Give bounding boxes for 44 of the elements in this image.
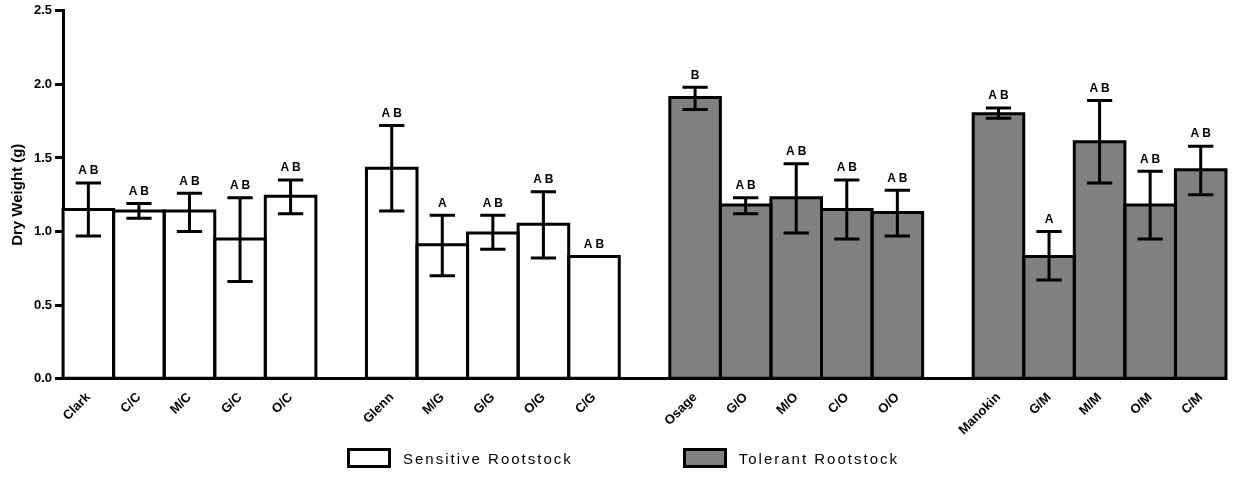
- annotation: A B: [786, 144, 807, 159]
- annotation: A B: [887, 170, 908, 185]
- y-tick-label: 2.5: [33, 2, 53, 18]
- annotation: A B: [229, 178, 251, 192]
- annotation: A: [1044, 211, 1054, 226]
- annotation: A B: [381, 105, 403, 120]
- x-tick-label: M/O: [772, 389, 801, 418]
- annotation: A: [437, 195, 447, 210]
- annotation: A B: [128, 183, 150, 198]
- x-tick-label: O/C: [268, 388, 296, 417]
- x-tick-label: O/O: [874, 389, 902, 417]
- x-tick-label: C/M: [1177, 389, 1206, 417]
- x-tick-label: M/C: [166, 388, 195, 417]
- annotation: A B: [280, 160, 302, 175]
- x-tick-label: M/G: [418, 389, 447, 418]
- x-tick-label: G/O: [722, 389, 751, 417]
- x-tick-label: G/G: [470, 389, 498, 417]
- annotation: A B: [1190, 126, 1212, 141]
- x-tick-label: O/M: [1126, 389, 1155, 418]
- annotation: B: [690, 67, 700, 82]
- x-tick-label: C/C: [117, 388, 144, 416]
- x-tick-label: C/G: [571, 389, 599, 417]
- y-tick-label: 1.0: [33, 223, 53, 239]
- legend-label: Sensitive Rootstock: [403, 449, 573, 467]
- x-tick-label: G/C: [217, 388, 246, 417]
- y-tick-label: 2.0: [33, 75, 53, 91]
- annotation: A B: [583, 236, 605, 251]
- y-tick-label: 0.0: [33, 370, 53, 386]
- annotation: A B: [1089, 80, 1111, 95]
- annotation: A B: [735, 178, 757, 192]
- annotation: A B: [179, 173, 200, 188]
- legend-label: Tolerant Rootstock: [738, 449, 899, 467]
- annotation: A B: [533, 172, 554, 187]
- x-tick-label: C/O: [824, 389, 852, 417]
- annotation: A B: [78, 163, 99, 178]
- y-tick-label: 1.5: [33, 149, 53, 165]
- y-tick-label: 0.5: [33, 296, 53, 312]
- annotation: A B: [1140, 151, 1161, 166]
- x-tick-label: O/G: [520, 389, 549, 417]
- annotation: A B: [482, 195, 504, 210]
- x-tick-label: G/M: [1025, 389, 1054, 418]
- annotation: A B: [836, 160, 858, 175]
- annotation: A B: [988, 88, 1009, 103]
- y-axis-title: Dry Weight (g): [8, 143, 26, 246]
